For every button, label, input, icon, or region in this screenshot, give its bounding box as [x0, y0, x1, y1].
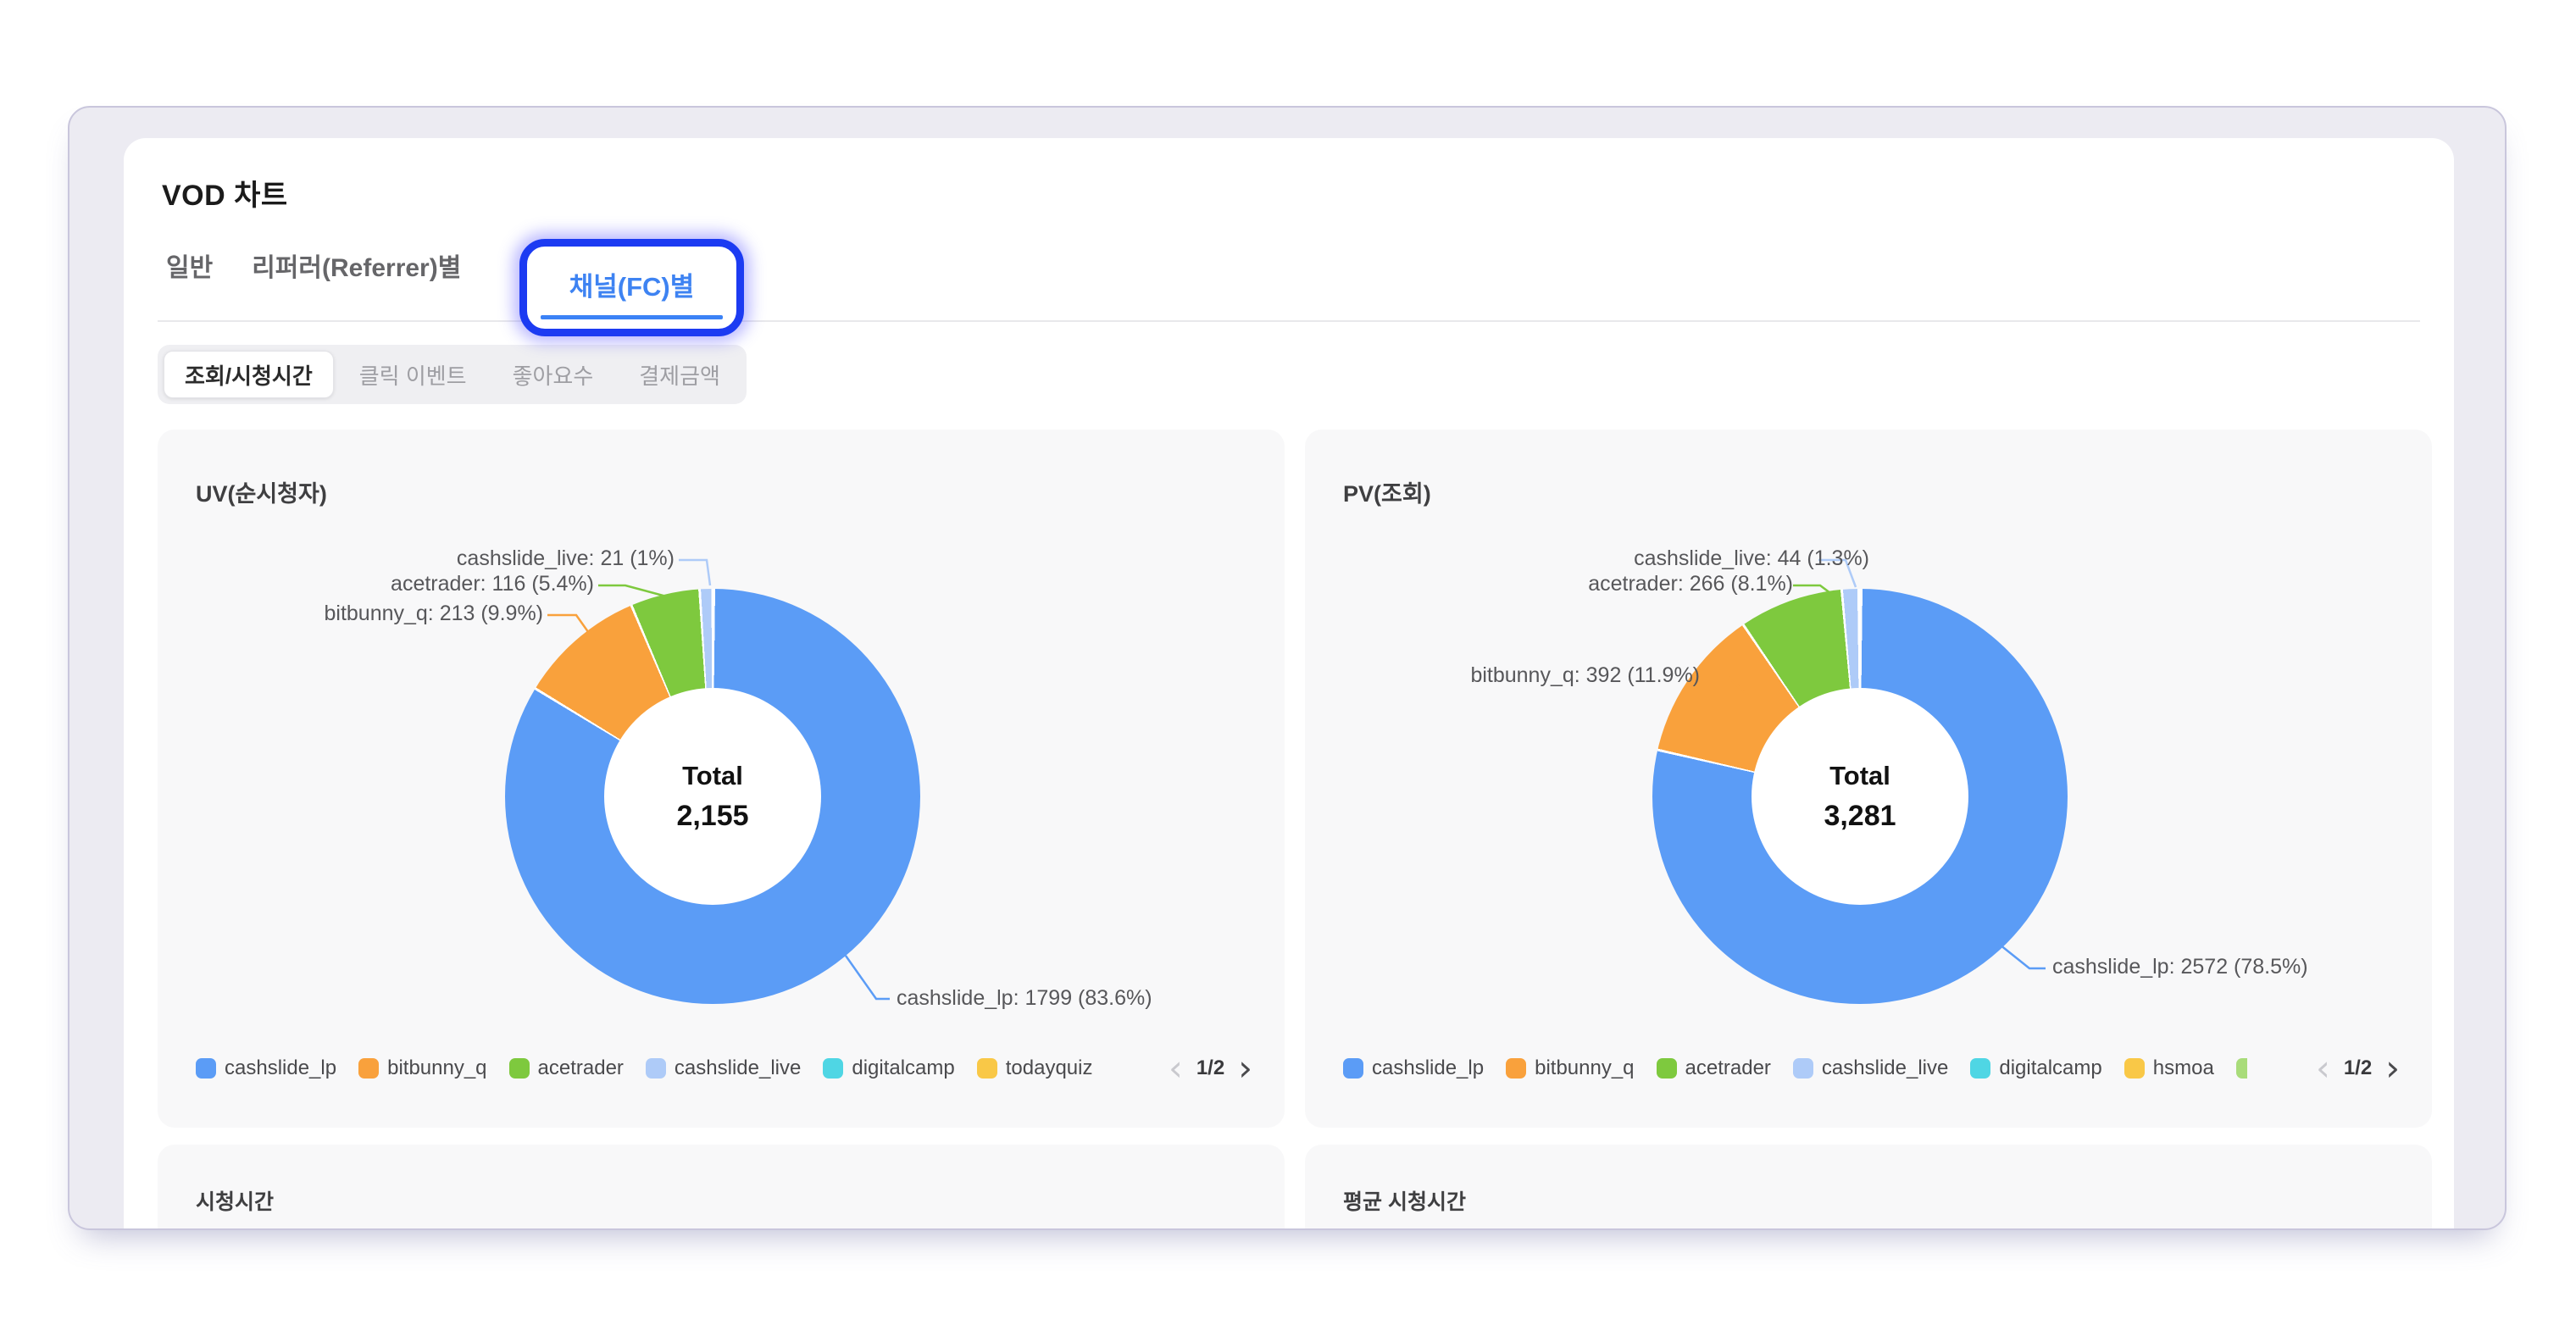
- pv-chart-card: PV(조회) Total 3,281 cashslide_live: 44 (1…: [1305, 430, 2432, 1128]
- pv-legend-next-icon[interactable]: ›: [2385, 1047, 2400, 1089]
- uv-legend-todayquiz[interactable]: todayquiz: [976, 1056, 1093, 1080]
- swatch-orange: [1506, 1058, 1527, 1079]
- pv-legend-page-indicator: 1/2: [2343, 1056, 2373, 1079]
- tab-referrer[interactable]: 리퍼러(Referrer)별: [252, 254, 462, 282]
- uv-callout-cashslide-live: cashslide_live: 21 (1%): [456, 546, 675, 570]
- uv-legend-pager: ‹ 1/2 ›: [1169, 1048, 1252, 1089]
- page-title: VOD 차트: [162, 180, 288, 212]
- swatch-green: [1656, 1058, 1677, 1079]
- uv-legend: cashslide_lp bitbunny_q acetrader cashsl…: [196, 1054, 1145, 1083]
- tab-channel-highlight-annotation: 채널(FC)별: [519, 239, 744, 336]
- uv-total-label: Total: [682, 760, 743, 790]
- uv-donut-chart[interactable]: Total 2,155: [505, 589, 920, 1004]
- avg-watch-time-card-title: 평균 시청시간: [1343, 1190, 1466, 1214]
- pv-total-value: 3,281: [1824, 799, 1896, 832]
- avg-watch-time-card: 평균 시청시간: [1305, 1145, 2432, 1228]
- vod-chart-card: VOD 차트 일반 리퍼러(Referrer)별 채널(FC)별 조회/시청시간…: [124, 138, 2454, 1228]
- pv-legend-prev-icon[interactable]: ‹: [2316, 1047, 2330, 1089]
- uv-donut-center: Total 2,155: [604, 688, 821, 905]
- pv-donut-chart[interactable]: Total 3,281: [1652, 589, 2068, 1004]
- uv-legend-page-indicator: 1/2: [1196, 1056, 1225, 1079]
- pv-callout-cashslide-lp: cashslide_lp: 2572 (78.5%): [2052, 955, 2308, 979]
- swatch-yellow: [2124, 1058, 2145, 1079]
- uv-legend-bitbunny-q[interactable]: bitbunny_q: [358, 1056, 487, 1080]
- swatch-light-blue: [1792, 1058, 1813, 1079]
- swatch-orange: [358, 1058, 380, 1079]
- pv-card-title: PV(조회): [1343, 481, 1431, 507]
- vod-chart-panel: VOD 차트 일반 리퍼러(Referrer)별 채널(FC)별 조회/시청시간…: [68, 106, 2507, 1230]
- swatch-light-blue: [645, 1058, 666, 1079]
- segment-payment[interactable]: 결제금액: [639, 363, 720, 389]
- uv-legend-prev-icon[interactable]: ‹: [1169, 1047, 1183, 1089]
- swatch-cyan: [1970, 1058, 1991, 1079]
- pv-legend-cashslide-lp[interactable]: cashslide_lp: [1343, 1056, 1484, 1080]
- segment-view-watchtime[interactable]: 조회/시청시간: [164, 351, 334, 398]
- pv-legend: cashslide_lp bitbunny_q acetrader cashsl…: [1343, 1054, 2292, 1083]
- pv-callout-bitbunny: bitbunny_q: 392 (11.9%): [1470, 663, 1700, 687]
- uv-legend-digitalcamp[interactable]: digitalcamp: [823, 1056, 955, 1080]
- pv-legend-cashslide-live[interactable]: cashslide_live: [1792, 1056, 1948, 1080]
- metric-segmented-control: 조회/시청시간 클릭 이벤트 좋아요수 결제금액: [158, 345, 747, 404]
- uv-callout-bitbunny: bitbunny_q: 213 (9.9%): [324, 602, 543, 625]
- tab-general[interactable]: 일반: [166, 254, 214, 282]
- pv-callout-acetrader: acetrader: 266 (8.1%): [1588, 572, 1793, 596]
- uv-callout-acetrader: acetrader: 116 (5.4%): [391, 572, 594, 596]
- segment-click-event[interactable]: 클릭 이벤트: [358, 363, 467, 389]
- swatch-yellow: [976, 1058, 997, 1079]
- watch-time-card-title: 시청시간: [196, 1190, 275, 1214]
- pv-legend-pager: ‹ 1/2 ›: [2316, 1048, 2400, 1089]
- pv-donut-center: Total 3,281: [1752, 688, 1968, 905]
- uv-callout-cashslide-lp: cashslide_lp: 1799 (83.6%): [897, 986, 1152, 1010]
- pv-legend-clipped-item[interactable]: [2235, 1058, 2247, 1079]
- pv-total-label: Total: [1829, 760, 1890, 790]
- pv-legend-bitbunny-q[interactable]: bitbunny_q: [1506, 1056, 1635, 1080]
- pv-legend-hsmoa[interactable]: hsmoa: [2124, 1056, 2214, 1080]
- pv-legend-digitalcamp[interactable]: digitalcamp: [1970, 1056, 2102, 1080]
- swatch-light-green-clipped: [2235, 1058, 2247, 1079]
- uv-chart-card: UV(순시청자) Total 2,155 cashslide_live: 21 …: [158, 430, 1285, 1128]
- active-tab-underline: [541, 315, 723, 319]
- tab-divider: [158, 320, 2420, 322]
- uv-legend-cashslide-live[interactable]: cashslide_live: [645, 1056, 801, 1080]
- tab-bar: 일반 리퍼러(Referrer)별: [166, 252, 461, 286]
- uv-legend-acetrader[interactable]: acetrader: [508, 1056, 624, 1080]
- uv-total-value: 2,155: [676, 799, 749, 832]
- swatch-green: [508, 1058, 530, 1079]
- swatch-blue: [196, 1058, 216, 1079]
- swatch-cyan: [823, 1058, 844, 1079]
- swatch-blue: [1343, 1058, 1363, 1079]
- pv-callout-cashslide-live: cashslide_live: 44 (1.3%): [1634, 546, 1869, 570]
- segment-likes[interactable]: 좋아요수: [512, 363, 594, 389]
- pv-legend-acetrader[interactable]: acetrader: [1656, 1056, 1771, 1080]
- watch-time-card: 시청시간: [158, 1145, 1285, 1228]
- uv-legend-cashslide-lp[interactable]: cashslide_lp: [196, 1056, 336, 1080]
- uv-card-title: UV(순시청자): [196, 481, 327, 507]
- uv-legend-next-icon[interactable]: ›: [1238, 1047, 1252, 1089]
- tab-channel-fc[interactable]: 채널(FC)별: [569, 272, 695, 302]
